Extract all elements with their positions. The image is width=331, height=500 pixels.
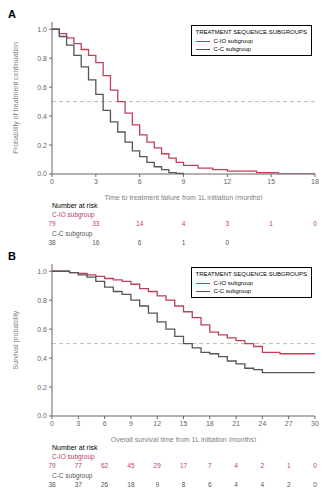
svg-text:1: 1 [182,239,186,246]
svg-text:0.2: 0.2 [37,142,47,149]
svg-text:0.4: 0.4 [37,113,47,120]
svg-text:1.0: 1.0 [37,26,47,33]
svg-text:18: 18 [311,178,319,185]
svg-text:37: 37 [75,481,83,488]
svg-text:1: 1 [269,220,273,227]
svg-text:9: 9 [182,178,186,185]
svg-text:0.0: 0.0 [37,412,47,419]
svg-text:0: 0 [226,239,230,246]
svg-text:6: 6 [103,420,107,427]
svg-text:0: 0 [313,220,317,227]
svg-text:6: 6 [138,239,142,246]
svg-text:4: 4 [234,462,238,469]
svg-text:0: 0 [313,481,317,488]
svg-text:8: 8 [182,481,186,488]
svg-text:4: 4 [234,481,238,488]
svg-text:0: 0 [313,462,317,469]
svg-text:77: 77 [75,462,83,469]
svg-text:4: 4 [182,220,186,227]
svg-text:0.4: 0.4 [37,355,47,362]
svg-text:6: 6 [138,178,142,185]
svg-text:Survival probability: Survival probability [12,310,20,369]
svg-text:30: 30 [311,420,319,427]
svg-text:26: 26 [101,481,109,488]
svg-text:18: 18 [127,481,135,488]
svg-text:29: 29 [154,462,162,469]
svg-text:3: 3 [94,178,98,185]
svg-text:0.6: 0.6 [37,326,47,333]
svg-text:9: 9 [155,481,159,488]
svg-text:79: 79 [48,220,56,227]
svg-text:27: 27 [285,420,293,427]
svg-text:18: 18 [206,420,214,427]
svg-text:38: 38 [48,481,56,488]
svg-text:Probability of treatment conti: Probability of treatment continuation [12,42,20,154]
html-text:A: A [8,8,16,20]
svg-text:0: 0 [50,420,54,427]
svg-text:0.8: 0.8 [37,297,47,304]
svg-text:C-IO subgroup: C-IO subgroup [52,453,95,461]
html-text:B: B [8,250,16,262]
svg-text:2: 2 [287,481,291,488]
svg-text:62: 62 [101,462,109,469]
html-text:TREATMENT SEQUENCE SUBGROUPS: TREATMENT SEQUENCE SUBGROUPS [195,29,307,35]
svg-text:17: 17 [180,462,188,469]
svg-text:79: 79 [48,462,56,469]
svg-text:1: 1 [287,462,291,469]
svg-text:21: 21 [232,420,240,427]
svg-text:38: 38 [48,239,56,246]
svg-text:0.2: 0.2 [37,384,47,391]
svg-text:3: 3 [76,420,80,427]
svg-text:C-IO subgroup: C-IO subgroup [52,211,95,219]
svg-text:6: 6 [208,481,212,488]
svg-text:45: 45 [127,462,135,469]
svg-text:15: 15 [180,420,188,427]
svg-text:2: 2 [261,462,265,469]
svg-text:Number at risk: Number at risk [52,202,98,209]
svg-text:15: 15 [267,178,275,185]
html-text:C-IO subgroup: C-IO subgroup [213,280,253,286]
svg-text:0.0: 0.0 [37,170,47,177]
svg-text:Overall survival time from 1L: Overall survival time from 1L initiation… [111,436,257,442]
svg-text:3: 3 [226,220,230,227]
html-text:C-IO subgroup: C-IO subgroup [213,38,253,44]
svg-text:12: 12 [223,178,231,185]
svg-text:16: 16 [92,239,100,246]
svg-text:14: 14 [136,220,144,227]
html-text:C-C subgroup: C-C subgroup [213,46,251,52]
svg-text:9: 9 [129,420,133,427]
svg-text:12: 12 [153,420,161,427]
svg-text:1.0: 1.0 [37,268,47,275]
svg-text:0.8: 0.8 [37,55,47,62]
svg-text:7: 7 [208,462,212,469]
svg-text:24: 24 [259,420,267,427]
svg-text:0.6: 0.6 [37,84,47,91]
svg-text:33: 33 [92,220,100,227]
html-text:C-C subgroup: C-C subgroup [213,288,251,294]
svg-text:Time to treatment failure from: Time to treatment failure from 1L initia… [104,194,262,200]
svg-text:0: 0 [50,178,54,185]
svg-text:Number at risk: Number at risk [52,444,98,451]
svg-text:4: 4 [261,481,265,488]
html-text:TREATMENT SEQUENCE SUBGROUPS: TREATMENT SEQUENCE SUBGROUPS [195,271,307,277]
svg-text:C-C subgroup: C-C subgroup [52,230,93,238]
svg-text:C-C subgroup: C-C subgroup [52,472,93,480]
